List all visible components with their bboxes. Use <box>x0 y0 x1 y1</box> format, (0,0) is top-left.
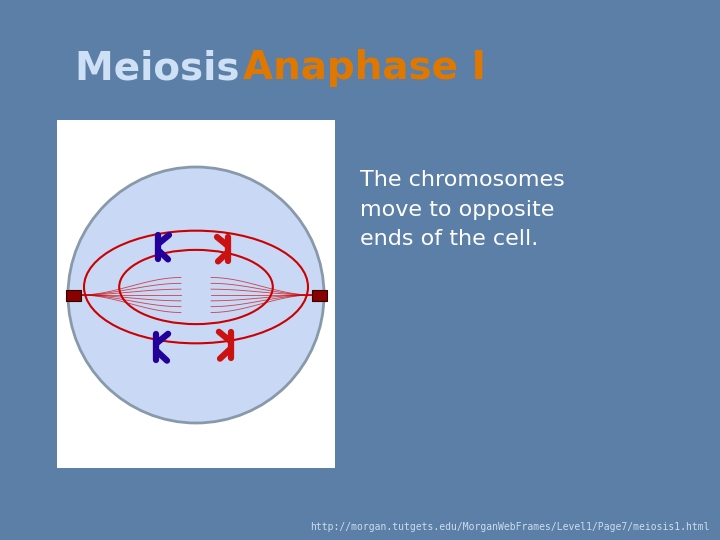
Text: Anaphase I: Anaphase I <box>243 49 486 87</box>
Text: The chromosomes
move to opposite
ends of the cell.: The chromosomes move to opposite ends of… <box>360 170 564 249</box>
FancyBboxPatch shape <box>312 289 326 300</box>
Circle shape <box>68 167 324 423</box>
Text: http://morgan.tutgets.edu/MorganWebFrames/Level1/Page7/meiosis1.html: http://morgan.tutgets.edu/MorganWebFrame… <box>310 522 710 532</box>
Bar <box>57 120 335 468</box>
FancyBboxPatch shape <box>66 289 81 300</box>
Text: Meiosis: Meiosis <box>75 49 253 87</box>
